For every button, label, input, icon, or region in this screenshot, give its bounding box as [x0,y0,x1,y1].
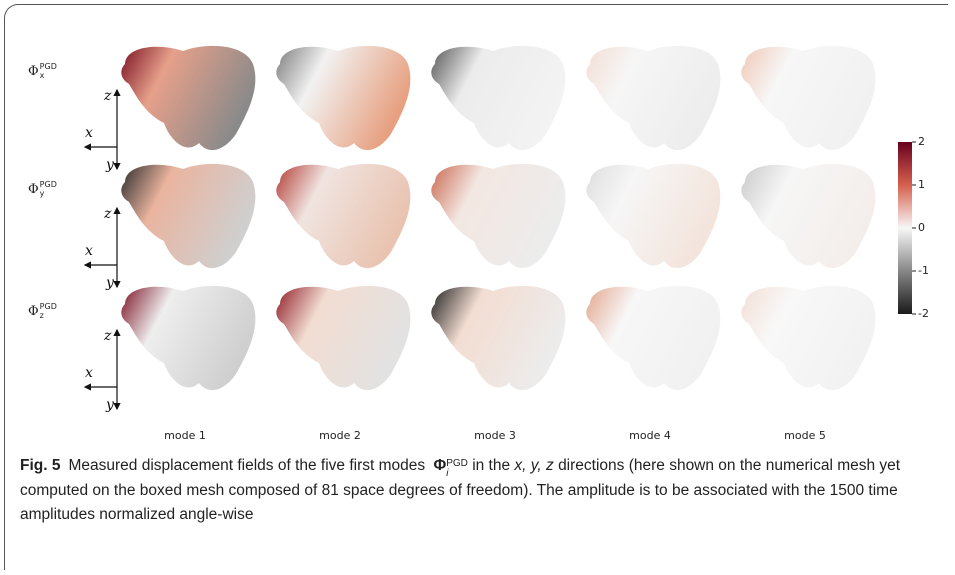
caption-sub: i [446,469,468,479]
axis-label: z [104,88,111,104]
row-symbol: Φ [28,182,39,197]
mode-shape [586,46,720,150]
caption-directions: x, y, z [514,457,553,474]
mode-shape [741,286,875,390]
colorbar-tick-label: 1 [918,178,925,191]
row-symbol: Φ [28,64,39,79]
page: ΦPGDxzxyΦPGDyzxyΦPGDzzxymode 1mode 2mode… [0,0,955,575]
caption-text: in the [472,457,510,474]
axis-label: x [85,365,93,381]
row-sub: z [40,311,57,320]
colorbar-tick-label: -1 [918,264,929,277]
axis-label: x [85,125,93,141]
row-sup: PGD [40,180,57,189]
caption-text: Measured displacement fields of the five… [68,457,425,474]
colorbar [898,142,912,314]
colorbar-tick-label: 0 [918,221,925,234]
mode-shape [276,286,410,390]
mode-label: mode 2 [290,429,390,442]
mode-shape [431,286,565,390]
axis-label: y [106,397,114,413]
axis-label: y [106,157,114,173]
axis-label: z [104,206,111,222]
mode-shape [121,164,255,268]
mode-label: mode 1 [135,429,235,442]
mode-shape [431,46,565,150]
mode-shape [121,286,255,390]
row-sub: y [40,189,57,198]
axis-label: z [104,328,111,344]
mode-shape [276,46,410,150]
mode-shape [276,164,410,268]
mode-shape [741,164,875,268]
colorbar-tick-label: -2 [918,307,929,320]
row-sup: PGD [40,302,57,311]
caption-label: Fig. 5 [20,457,60,474]
mode-shape [121,46,255,150]
caption-symbol: Φ [433,457,446,474]
axis-label: y [106,275,114,291]
row-sub: x [40,71,57,80]
row-sup: PGD [40,62,57,71]
colorbar-tick-label: 2 [918,135,925,148]
mode-label: mode 4 [600,429,700,442]
mode-shape [741,46,875,150]
caption: Fig. 5 Measured displacement fields of th… [20,454,935,527]
mode-shape [586,286,720,390]
mode-shape [586,164,720,268]
mode-label: mode 3 [445,429,545,442]
row-symbol: Φ [28,304,39,319]
caption-sup: PGD [446,459,468,469]
axis-label: x [85,243,93,259]
mode-label: mode 5 [755,429,855,442]
mode-shape [431,164,565,268]
